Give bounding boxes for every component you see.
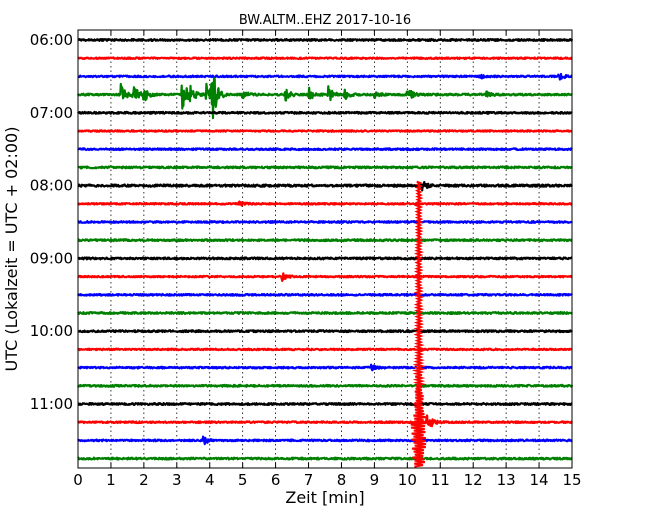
trace-0945 (77, 311, 573, 315)
plot-frame (77, 29, 573, 469)
trace-0900 (77, 256, 573, 261)
x-tick-label: 5 (238, 471, 248, 489)
trace-1000 (77, 329, 573, 334)
x-axis-label: Zeit [min] (285, 488, 364, 507)
trace-0845 (77, 238, 573, 243)
x-tick-label: 8 (337, 471, 347, 489)
y-tick-label: 06:00 (30, 31, 73, 49)
trace-0615 (77, 56, 573, 60)
trace-1130 (77, 435, 573, 446)
x-axis-ticks: 0 1 2 3 4 5 6 7 8 9 10 11 12 13 14 15 (73, 30, 582, 489)
x-tick-label: 3 (172, 471, 182, 489)
y-tick-label: 10:00 (30, 322, 73, 340)
trace-1115 (77, 414, 574, 428)
trace-0645 (76, 77, 573, 120)
trace-0630 (77, 72, 573, 81)
trace-1145 (77, 456, 573, 461)
trace-1045 (77, 383, 574, 388)
trace-0715 (77, 129, 573, 133)
chart-title: BW.ALTM..EHZ 2017-10-16 (239, 13, 411, 28)
trace-0830 (77, 220, 573, 224)
x-tick-label: 14 (530, 471, 549, 489)
trace-0800 (77, 181, 573, 192)
earthquake-trace (410, 180, 427, 468)
y-tick-label: 08:00 (30, 177, 73, 195)
trace-0915 (77, 272, 573, 282)
earthquake-signal (410, 180, 427, 468)
x-tick-label: 11 (431, 471, 450, 489)
x-tick-label: 2 (139, 471, 149, 489)
x-tick-label: 15 (562, 471, 581, 489)
trace-0600 (77, 38, 574, 42)
x-tick-label: 0 (73, 471, 83, 489)
vertical-grid (110, 30, 540, 468)
trace-0815 (77, 200, 573, 207)
trace-1100 (77, 402, 573, 406)
y-tick-label: 07:00 (30, 104, 73, 122)
trace-1015 (77, 347, 573, 352)
x-tick-label: 9 (370, 471, 380, 489)
x-tick-label: 12 (464, 471, 483, 489)
y-tick-label: 11:00 (30, 395, 73, 413)
y-axis-label: UTC (Lokalzeit = UTC + 02:00) (2, 127, 21, 372)
x-tick-label: 6 (271, 471, 281, 489)
x-tick-label: 7 (304, 471, 314, 489)
x-tick-label: 1 (106, 471, 116, 489)
y-tick-label: 09:00 (30, 249, 73, 267)
x-tick-label: 4 (205, 471, 215, 489)
x-tick-label: 10 (398, 471, 417, 489)
x-tick-label: 13 (497, 471, 516, 489)
trace-0730 (77, 147, 573, 152)
y-axis-ticks: 06:00 07:00 08:00 09:00 10:00 11:00 (30, 31, 83, 413)
trace-0930 (76, 292, 573, 297)
trace-0745 (77, 165, 573, 170)
trace-1030 (77, 363, 573, 372)
trace-0700 (77, 110, 573, 115)
seismic-traces (76, 38, 574, 461)
